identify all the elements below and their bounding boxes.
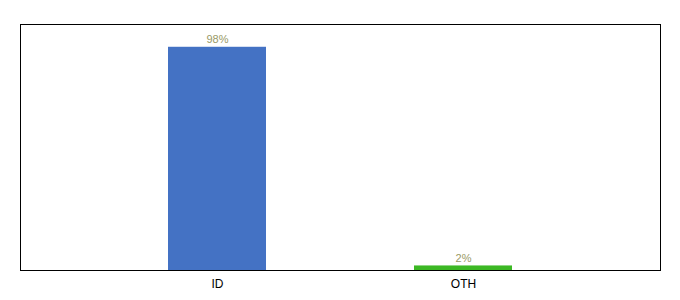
svg-text:98%: 98% [206, 33, 228, 45]
svg-text:2%: 2% [456, 252, 472, 264]
svg-text:ID: ID [212, 277, 224, 291]
svg-text:OTH: OTH [451, 277, 476, 291]
